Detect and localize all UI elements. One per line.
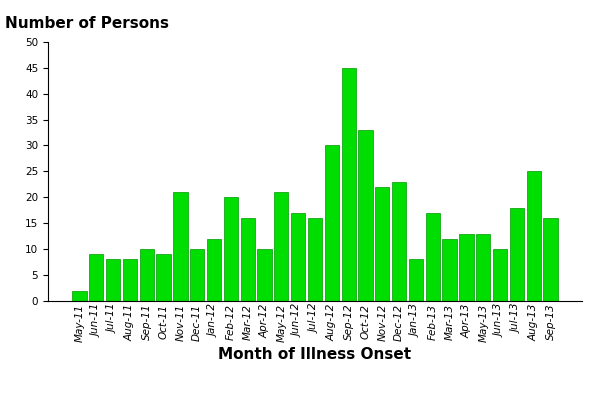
Bar [476,234,490,301]
Bar [527,171,541,301]
Bar [392,182,406,301]
Bar [190,249,205,301]
Bar [140,249,154,301]
Bar [106,260,120,301]
Bar [224,197,238,301]
Bar [459,234,473,301]
Bar [241,218,255,301]
Bar [207,239,221,301]
Bar [72,291,86,301]
Bar [442,239,457,301]
Bar [291,213,305,301]
Bar [425,213,440,301]
Bar [409,260,423,301]
Bar [544,218,558,301]
Text: Number of Persons: Number of Persons [5,16,169,31]
Bar [375,187,389,301]
Bar [358,130,373,301]
Bar [341,68,356,301]
Bar [274,192,289,301]
Bar [89,254,103,301]
X-axis label: Month of Illness Onset: Month of Illness Onset [218,347,412,362]
Bar [173,192,188,301]
Bar [308,218,322,301]
Bar [123,260,137,301]
Bar [157,254,171,301]
Bar [325,145,339,301]
Bar [510,208,524,301]
Bar [257,249,272,301]
Bar [493,249,507,301]
